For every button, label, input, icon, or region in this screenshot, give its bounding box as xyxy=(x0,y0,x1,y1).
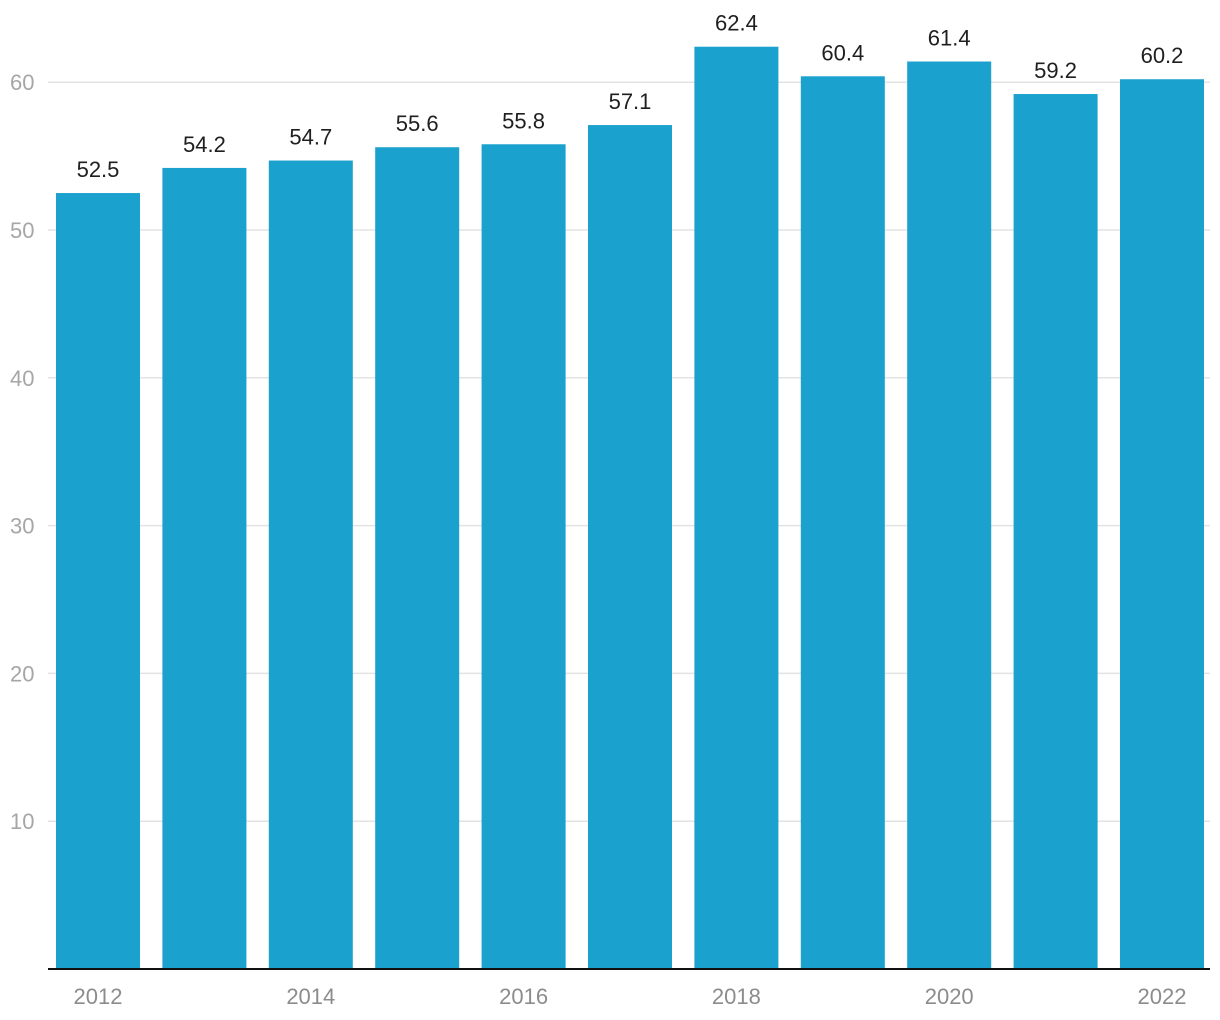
y-tick-label: 40 xyxy=(10,366,34,391)
data-label: 61.4 xyxy=(928,26,971,51)
data-label: 55.6 xyxy=(396,111,439,136)
bar xyxy=(375,147,460,969)
bar xyxy=(588,125,672,969)
bar xyxy=(1120,79,1204,969)
y-tick-label: 30 xyxy=(10,514,34,539)
data-label: 54.2 xyxy=(183,132,226,157)
data-label: 62.4 xyxy=(715,11,758,36)
data-label: 60.2 xyxy=(1141,43,1184,68)
bar xyxy=(1013,94,1098,970)
x-tick-label: 2018 xyxy=(712,984,761,1009)
data-label: 57.1 xyxy=(609,89,652,114)
data-label: 52.5 xyxy=(77,157,120,182)
data-label: 59.2 xyxy=(1034,58,1077,83)
data-label: 55.8 xyxy=(502,108,545,133)
bar xyxy=(268,160,353,969)
data-label-layer: 52.5 54.2 54.7 55.6 55.8 57.1 62.4 60.4 61.4 59.2… xyxy=(77,11,1184,182)
x-tick-label: 2022 xyxy=(1138,984,1187,1009)
bar xyxy=(56,193,140,970)
y-tick-label: 60 xyxy=(10,70,34,95)
bar xyxy=(481,144,566,969)
axis-layer: 2012 2014 2016 2018 2020 2022 xyxy=(48,968,1210,1009)
bar xyxy=(162,167,247,969)
y-tick-label: 50 xyxy=(10,218,34,243)
bar xyxy=(694,46,779,969)
data-label: 60.4 xyxy=(821,40,864,65)
bar-layer xyxy=(56,46,1204,970)
x-tick-label: 2012 xyxy=(74,984,123,1009)
y-tick-label: 10 xyxy=(10,809,34,834)
data-label: 54.7 xyxy=(289,125,332,150)
bar xyxy=(907,61,992,970)
bar xyxy=(800,76,885,969)
y-tick-label: 20 xyxy=(10,661,34,686)
x-tick-label: 2016 xyxy=(499,984,548,1009)
x-tick-label: 2020 xyxy=(925,984,974,1009)
x-tick-label: 2014 xyxy=(286,984,335,1009)
